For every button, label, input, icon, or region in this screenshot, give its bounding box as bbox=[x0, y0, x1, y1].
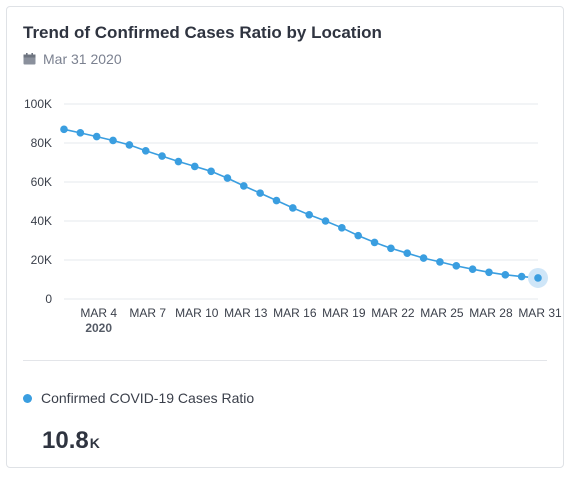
calendar-icon bbox=[23, 53, 36, 65]
data-point[interactable] bbox=[468, 265, 477, 273]
x-tick-label: MAR 25 bbox=[420, 306, 464, 320]
data-point[interactable] bbox=[485, 268, 493, 277]
y-tick-label: 0 bbox=[45, 292, 52, 306]
data-point[interactable] bbox=[403, 249, 412, 257]
y-tick-label: 80K bbox=[31, 136, 52, 150]
data-point[interactable] bbox=[501, 271, 510, 279]
data-point[interactable] bbox=[239, 182, 248, 190]
metric-value: 10.8 bbox=[42, 427, 89, 454]
data-point[interactable] bbox=[419, 254, 428, 262]
data-point[interactable] bbox=[223, 174, 232, 182]
series-line bbox=[63, 128, 539, 279]
date-label: Mar 31 2020 bbox=[23, 51, 122, 67]
x-tick-label: MAR 31 bbox=[518, 306, 562, 320]
metric-suffix: K bbox=[89, 435, 100, 451]
x-tick-label: MAR 16 bbox=[273, 306, 317, 320]
data-point[interactable] bbox=[109, 136, 117, 145]
data-point[interactable] bbox=[321, 217, 330, 225]
x-tick-label: MAR 10 bbox=[175, 306, 219, 320]
y-tick-label: 40K bbox=[31, 214, 52, 228]
data-point[interactable] bbox=[174, 157, 183, 166]
data-point[interactable] bbox=[305, 210, 313, 219]
y-tick-label: 60K bbox=[31, 175, 52, 189]
x-tick-label: MAR 4 bbox=[80, 306, 117, 320]
data-point[interactable] bbox=[207, 167, 215, 176]
data-point[interactable] bbox=[517, 272, 526, 281]
y-tick-label: 100K bbox=[24, 97, 52, 111]
legend-marker bbox=[23, 393, 32, 403]
data-point[interactable] bbox=[256, 189, 264, 197]
summary-metric: 10.8K bbox=[42, 427, 100, 455]
y-tick-label: 20K bbox=[31, 253, 52, 267]
data-point[interactable] bbox=[76, 129, 85, 137]
series-points[interactable] bbox=[60, 125, 548, 288]
data-point[interactable] bbox=[436, 258, 444, 266]
data-point[interactable] bbox=[452, 262, 461, 270]
x-tick-label: MAR 22 bbox=[371, 306, 415, 320]
data-point[interactable] bbox=[190, 162, 199, 171]
data-point[interactable] bbox=[534, 274, 542, 282]
x-tick-label: MAR 28 bbox=[469, 306, 513, 320]
data-point[interactable] bbox=[272, 196, 281, 205]
chart-grid bbox=[64, 103, 538, 300]
x-tick-label: MAR 19 bbox=[322, 306, 366, 320]
date-text: Mar 31 2020 bbox=[43, 51, 122, 67]
data-point[interactable] bbox=[92, 132, 101, 141]
chart-title: Trend of Confirmed Cases Ratio by Locati… bbox=[23, 23, 382, 42]
data-point[interactable] bbox=[370, 238, 379, 247]
data-point[interactable] bbox=[158, 152, 166, 160]
x-tick-label: MAR 7 bbox=[129, 306, 166, 320]
data-point[interactable] bbox=[60, 125, 68, 134]
legend-label: Confirmed COVID-19 Cases Ratio bbox=[41, 390, 255, 406]
divider bbox=[23, 360, 547, 361]
x-tick-label: MAR 13 bbox=[224, 306, 268, 320]
legend[interactable]: Confirmed COVID-19 Cases Ratio bbox=[23, 390, 254, 406]
data-point[interactable] bbox=[289, 204, 297, 212]
data-point[interactable] bbox=[141, 147, 150, 155]
data-point[interactable] bbox=[338, 224, 346, 232]
data-point[interactable] bbox=[354, 231, 363, 240]
x-tick-sublabel: 2020 bbox=[85, 321, 112, 335]
data-point[interactable] bbox=[125, 141, 134, 149]
data-point[interactable] bbox=[387, 244, 395, 253]
y-axis-ticks: 0 20K 40K 60K 80K 100K bbox=[24, 97, 52, 306]
chart-card: Trend of Confirmed Cases Ratio by Locati… bbox=[6, 6, 564, 468]
